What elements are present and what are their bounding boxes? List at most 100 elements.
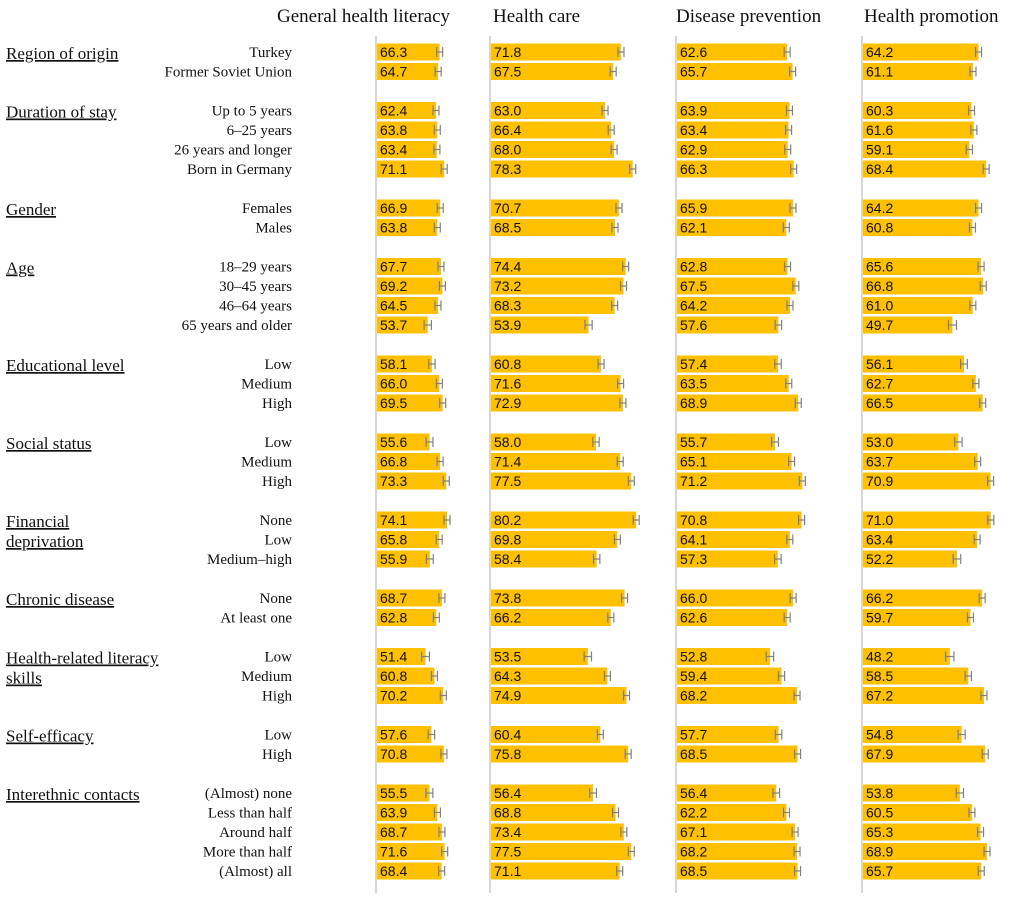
bar-care (491, 843, 632, 860)
bar-promotion (863, 199, 979, 217)
value-label: 64.2 (866, 200, 893, 216)
value-label: 54.8 (866, 727, 893, 743)
error-bar (440, 749, 448, 759)
error-bar (785, 378, 793, 389)
value-label: 65.1 (680, 454, 707, 470)
value-label: 64.5 (380, 298, 407, 314)
bar-promotion (863, 453, 978, 470)
value-label: 63.4 (680, 122, 707, 138)
error-bar (774, 359, 782, 369)
bar-promotion (863, 63, 973, 80)
value-label: 59.7 (866, 610, 893, 626)
value-label: 66.8 (380, 454, 407, 470)
value-label: 71.4 (494, 454, 521, 470)
error-bar (965, 144, 974, 155)
bar-care (491, 375, 621, 392)
value-label: 66.5 (866, 395, 893, 411)
bar-promotion (863, 589, 983, 607)
value-label: 58.4 (494, 551, 521, 567)
error-bar (428, 359, 436, 369)
row-label: Around half (219, 825, 292, 841)
bar-general (377, 433, 430, 451)
row-label: High (262, 689, 293, 705)
row-label: Medium–high (207, 552, 292, 568)
value-label: 66.2 (866, 590, 893, 606)
value-label: 68.5 (680, 863, 707, 879)
error-bar (979, 281, 987, 291)
bar-general (377, 804, 438, 821)
bar-prevention (677, 687, 798, 704)
error-bar (978, 593, 986, 603)
value-label: 62.7 (866, 376, 893, 392)
bar-care (491, 667, 608, 685)
group-title: Financial (6, 512, 70, 531)
value-label: 73.4 (494, 824, 521, 840)
value-label: 55.7 (680, 434, 707, 450)
error-bar (592, 437, 600, 447)
error-bar (433, 807, 441, 818)
bar-prevention (677, 141, 788, 158)
error-bar (777, 671, 786, 681)
row-label: (Almost) none (205, 786, 292, 802)
bar-promotion (863, 121, 974, 139)
row-label: Former Soviet Union (165, 65, 293, 81)
value-label: 68.8 (494, 805, 521, 821)
bar-promotion (863, 472, 991, 490)
row-label: (Almost) all (219, 864, 292, 880)
bar-general (377, 784, 430, 802)
error-bar (601, 105, 609, 116)
bar-promotion (863, 843, 988, 860)
bar-general (377, 375, 440, 392)
error-bar (620, 827, 628, 837)
bar-prevention (677, 804, 787, 821)
value-label: 57.4 (680, 356, 707, 372)
value-label: 62.4 (380, 103, 407, 119)
bar-promotion (863, 277, 984, 295)
error-bar (433, 125, 441, 135)
error-bar (772, 788, 781, 798)
bar-general (377, 726, 432, 743)
row-label: Medium (241, 669, 292, 685)
value-label: 63.8 (380, 220, 407, 236)
error-bar (783, 612, 791, 623)
bar-prevention (677, 63, 793, 80)
value-label: 66.9 (380, 200, 407, 216)
bar-general (377, 511, 448, 529)
row-label: Low (265, 357, 293, 373)
bar-prevention (677, 160, 794, 178)
value-label: 66.2 (494, 610, 521, 626)
value-label: 64.2 (680, 298, 707, 314)
value-label: 56.4 (494, 785, 521, 801)
error-bar (611, 807, 620, 818)
error-bar (629, 164, 637, 174)
bar-promotion (863, 141, 970, 158)
error-bar (973, 534, 981, 545)
value-label: 49.7 (866, 317, 893, 333)
value-label: 56.1 (866, 356, 893, 372)
row-label: Females (242, 201, 292, 217)
error-bar (433, 222, 441, 233)
value-label: 70.9 (866, 473, 893, 489)
bar-promotion (863, 355, 964, 373)
bar-prevention (677, 511, 802, 529)
error-bar (774, 729, 783, 740)
error-bar (440, 164, 448, 174)
group-title: Age (6, 259, 34, 278)
error-bar (983, 846, 991, 857)
value-label: 66.0 (680, 590, 707, 606)
bar-care (491, 199, 619, 217)
value-label: 67.9 (866, 746, 893, 762)
value-label: 60.8 (494, 356, 521, 372)
value-label: 55.5 (380, 785, 407, 801)
error-bar (957, 729, 966, 740)
bar-promotion (863, 804, 972, 821)
error-bar (783, 47, 791, 57)
error-bar (972, 378, 980, 389)
value-label: 68.5 (680, 746, 707, 762)
error-bar (789, 66, 797, 77)
error-bar (442, 476, 450, 486)
error-bar (421, 651, 431, 662)
value-label: 53.5 (494, 649, 521, 665)
value-label: 59.4 (680, 668, 707, 684)
value-label: 57.6 (680, 317, 707, 333)
